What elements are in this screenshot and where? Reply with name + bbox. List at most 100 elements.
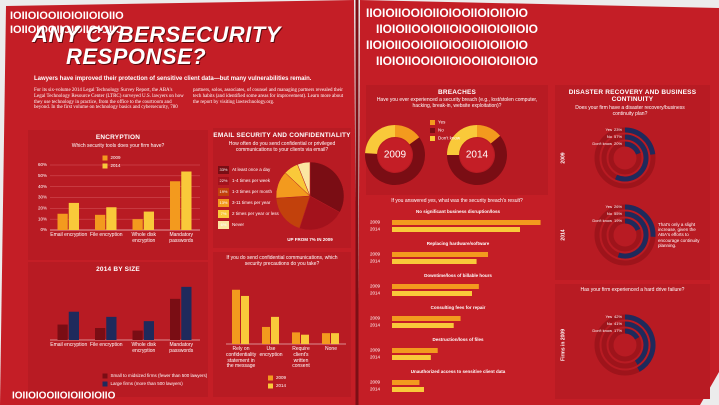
binary-pattern: IOIIOIOOIIOIOIIOIOIIO — [10, 10, 124, 22]
row-year: 2014 — [370, 387, 381, 392]
legend-swatch — [102, 155, 108, 161]
binary-pattern: IIOIOIIOOIOIIOIOOIIOIOIIOIO — [376, 22, 538, 36]
y-tick-label: 60% — [38, 162, 47, 167]
drive-panel — [555, 284, 710, 399]
y-tick-label: 30% — [38, 195, 47, 200]
bar — [301, 334, 309, 344]
bar — [106, 316, 117, 340]
bar — [95, 328, 106, 340]
donut-center — [460, 138, 494, 172]
row-year: 2014 — [370, 259, 381, 264]
row-year: 2009 — [370, 316, 381, 321]
ring-bar — [624, 328, 640, 340]
bar — [143, 321, 154, 340]
x-tick-label: Email encryption — [50, 232, 88, 238]
ring-value: 19% — [614, 218, 622, 223]
ring-label: Yes — [605, 127, 612, 132]
bar — [392, 316, 461, 321]
ring-label: Don't know — [592, 328, 612, 333]
ring-bar — [624, 127, 656, 155]
value-label: 13% — [219, 200, 227, 205]
y-tick-label: 0% — [40, 227, 47, 232]
row-year: 2009 — [370, 284, 381, 289]
bar — [143, 211, 154, 230]
bar — [232, 289, 240, 344]
value-label: 19% — [219, 189, 227, 194]
ring-bar — [624, 204, 656, 237]
row-label: Consulting fees for repair — [431, 305, 486, 310]
pie-note: UP FROM 7% IN 2009 — [287, 237, 333, 242]
row-year: 2014 — [370, 291, 381, 296]
y-tick-label: 40% — [38, 184, 47, 189]
x-tick-label: Mandatory passwords — [169, 342, 194, 354]
legend-swatch — [218, 199, 229, 207]
question: Does your firm have a disaster recovery/… — [575, 105, 685, 117]
title-line: RESPONSE? — [66, 44, 207, 69]
x-tick-label: Mandatory passwords — [169, 232, 194, 244]
bar — [68, 202, 79, 230]
bar — [271, 316, 279, 344]
row-label: Replacing hardware/software — [427, 241, 490, 246]
bar — [241, 295, 249, 344]
legend-label: 2014 — [276, 383, 287, 388]
row-year: 2014 — [370, 323, 381, 328]
bar — [392, 387, 424, 392]
ring-bar — [624, 218, 641, 231]
legend-swatch — [430, 120, 435, 125]
bar — [68, 311, 79, 340]
legend-swatch — [102, 381, 108, 387]
legend-label: 3-11 times per year — [232, 200, 271, 205]
pie-slice — [297, 161, 311, 197]
ring-value: 26% — [614, 204, 622, 209]
ring-value: 17% — [614, 328, 622, 333]
row-year: 2009 — [370, 380, 381, 385]
legend-label: 1-4 times per week — [232, 178, 271, 183]
row-label: No significant business disruption/loss — [416, 209, 501, 214]
legend-label: 2 times per year or less — [232, 211, 280, 216]
bar — [392, 259, 477, 264]
subtitle: Lawyers have improved their protection o… — [34, 76, 312, 82]
legend-swatch — [102, 373, 108, 379]
intro: For its six-volume 2014 Legal Technology… — [34, 88, 344, 111]
x-tick-label: Whole disk encryption — [131, 232, 156, 244]
x-tick-label: Email encryption — [50, 342, 88, 348]
binary-pattern: IOIIOIOOIIOIOIIOIOIIO — [10, 24, 124, 36]
x-tick-label: Whole disk encryption — [131, 342, 156, 354]
binary-pattern: IOIIOIOOIIOIOIIOIOIIO — [12, 391, 116, 402]
legend-swatch — [218, 166, 229, 174]
bar — [181, 286, 192, 340]
row-year: 2009 — [370, 348, 381, 353]
legend-swatch — [218, 210, 229, 218]
bar — [170, 181, 181, 230]
bar — [322, 333, 330, 344]
legend-swatch — [218, 188, 229, 196]
bar — [392, 284, 479, 289]
legend-label: 1-3 times per month — [232, 189, 273, 194]
bar — [292, 332, 300, 344]
donut-year: 2014 — [466, 150, 489, 161]
value-label: 22% — [219, 178, 227, 183]
value-label: 6% — [221, 222, 227, 227]
ring-value: 42% — [614, 314, 622, 319]
donut-center — [378, 138, 412, 172]
bar — [57, 213, 68, 230]
x-tick-label: File encryption — [89, 342, 123, 348]
legend-label: 2014 — [111, 163, 122, 168]
donut-segment — [447, 125, 478, 156]
ring-bar — [614, 134, 649, 182]
group-label: 2009 — [560, 152, 566, 163]
section-heading: EMAIL SECURITY AND CONFIDENTIALITY — [213, 132, 351, 139]
donut-year: 2009 — [384, 150, 407, 161]
ring-value: 20% — [614, 141, 622, 146]
y-tick-label: 10% — [38, 216, 47, 221]
ring-label: Don't know — [592, 141, 612, 146]
ring-label: Yes — [605, 204, 612, 209]
legend-swatch — [430, 128, 435, 133]
ring-label: No — [607, 211, 613, 216]
value-label: 33% — [219, 167, 227, 172]
ring-value: 55% — [614, 211, 622, 216]
group-label: Firms in 2009 — [560, 329, 566, 361]
question: If you do send confidential communicatio… — [226, 255, 338, 267]
